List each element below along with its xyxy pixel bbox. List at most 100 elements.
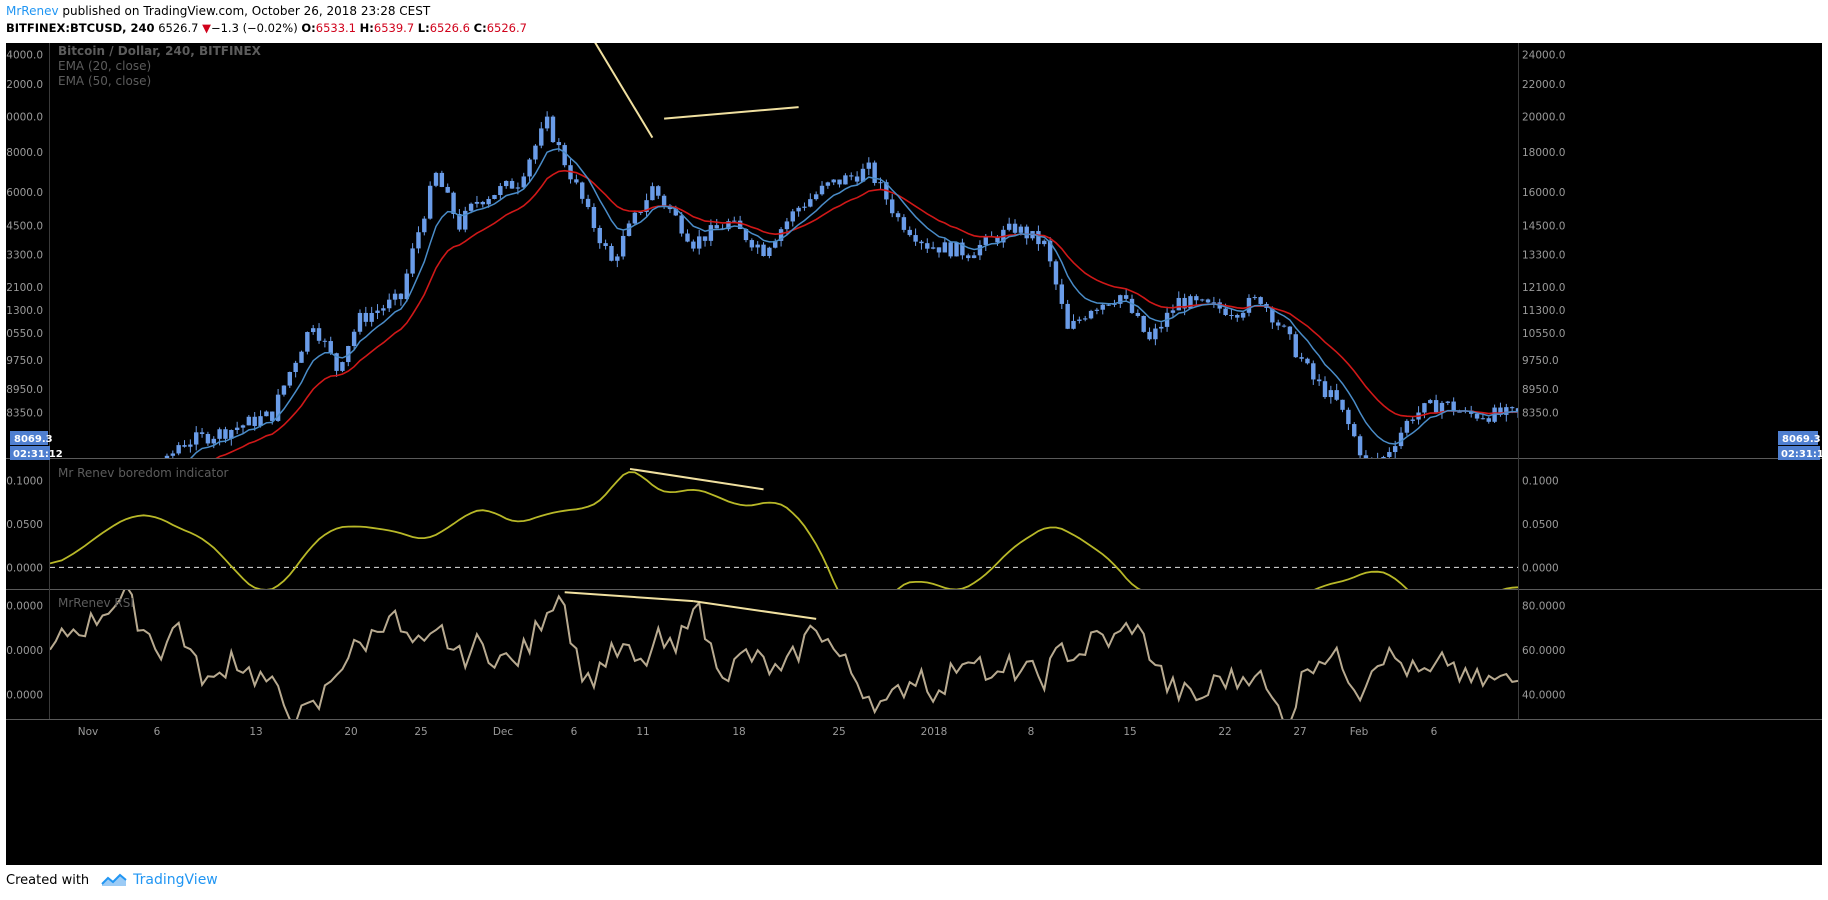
candle-body <box>468 203 474 211</box>
candle-body <box>1141 315 1146 332</box>
candle-body <box>234 427 240 430</box>
candle-body <box>1276 322 1281 326</box>
candle-body <box>1398 432 1404 447</box>
candle-body <box>1012 223 1018 233</box>
candle-body <box>995 237 1000 243</box>
candle-body <box>825 182 831 186</box>
candle-body <box>749 240 755 248</box>
candle-body <box>1474 413 1480 419</box>
low-value: 6526.6 <box>429 21 470 35</box>
candle-body <box>1334 390 1339 400</box>
candle-body <box>205 433 211 444</box>
chart-svg[interactable]: 8350.0 8350.0 8950.0 8950.0 9750.0 9750.0 1055… <box>6 43 1822 865</box>
rsi-tick-label-right: 80.0000 <box>1522 601 1565 613</box>
candle-body <box>299 351 304 363</box>
candle-body <box>252 416 257 426</box>
candle-body <box>632 212 638 224</box>
candle-body <box>550 116 556 143</box>
candle-body <box>351 331 357 347</box>
boredom-tick-label-right: 0.1000 <box>1522 476 1559 488</box>
candle-body <box>773 240 778 248</box>
candle-body <box>463 210 468 230</box>
candle-body <box>1018 226 1024 233</box>
candle-body <box>527 159 532 177</box>
candle-body <box>1159 326 1164 329</box>
candle-body <box>936 247 942 253</box>
price-tick-label-left: 9750.0 <box>6 355 43 367</box>
candle-body <box>1392 446 1398 453</box>
candle-body <box>661 195 667 206</box>
trendline-rsi-2 <box>693 600 817 620</box>
candle-body <box>1316 379 1322 382</box>
x-tick-label: 8 <box>1028 726 1035 738</box>
open-label: O: <box>301 21 316 35</box>
price-tick-label-left: 8950.0 <box>6 384 43 396</box>
candle-body <box>585 198 591 208</box>
candle-body <box>515 187 521 189</box>
candles-layer <box>124 111 1518 513</box>
candle-body <box>1480 418 1486 420</box>
candle-body <box>743 229 749 241</box>
candle-body <box>1445 401 1451 403</box>
countdown-right: 02:31:12 <box>1781 449 1822 460</box>
boredom-line <box>50 471 1518 589</box>
candle-body <box>223 429 228 439</box>
axes-layer: 8350.0 8350.0 8950.0 8950.0 9750.0 9750.0 1055… <box>6 43 1822 720</box>
tradingview-link[interactable]: TradingView <box>133 872 218 888</box>
candle-body <box>124 490 128 494</box>
candle-body <box>1223 308 1228 315</box>
candle-body <box>1059 284 1065 304</box>
candle-body <box>960 242 965 256</box>
candle-body <box>1006 223 1012 230</box>
candle-body <box>767 247 772 257</box>
candle-body <box>1235 314 1240 318</box>
price-tick-label-right: 13300.0 <box>1522 250 1565 262</box>
open-value: 6533.1 <box>315 21 356 35</box>
price-tick-label-left: 22000.0 <box>6 79 43 91</box>
candle-body <box>691 241 696 249</box>
candle-body <box>784 221 790 230</box>
candle-body <box>1422 403 1427 413</box>
rsi-tick-label-left: 60.0000 <box>6 645 43 657</box>
candle-body <box>866 162 872 169</box>
close-value: 6526.7 <box>486 21 527 35</box>
candle-body <box>1381 456 1386 458</box>
low-label: L: <box>417 21 430 35</box>
price-tick-label-left: 11300.0 <box>6 305 43 317</box>
candle-body <box>790 211 795 222</box>
x-tick-label: 20 <box>344 726 357 738</box>
candle-body <box>275 394 281 421</box>
x-tick-label: 25 <box>832 726 845 738</box>
boredom-tick-label-right: 0.0000 <box>1522 562 1559 574</box>
candle-body <box>1246 297 1252 313</box>
candle-body <box>1077 319 1082 321</box>
price-tick-label-right: 10550.0 <box>1522 328 1565 340</box>
rsi-pane <box>50 590 1518 719</box>
candle-body <box>714 225 719 229</box>
candle-body <box>287 371 292 386</box>
candle-body <box>1129 298 1135 313</box>
chart-area[interactable]: 8350.0 8350.0 8950.0 8950.0 9750.0 9750.0 1055… <box>6 43 1822 865</box>
candle-body <box>521 176 526 188</box>
candle-body <box>1199 299 1205 301</box>
countdown-left-bg <box>10 446 50 460</box>
price-tag-right: 8069.3 <box>1782 434 1821 445</box>
candle-body <box>755 244 760 248</box>
price-tick-label-left: 24000.0 <box>6 50 43 62</box>
x-tick-label: Feb <box>1350 726 1369 738</box>
candle-body <box>293 362 298 372</box>
candle-body <box>199 432 205 434</box>
author-link[interactable]: MrRenev <box>6 4 59 18</box>
candle-body <box>375 310 380 313</box>
candle-body <box>732 220 737 222</box>
candle-body <box>136 508 140 513</box>
ema50-line <box>215 169 1518 458</box>
candle-body <box>930 247 936 249</box>
rsi-tick-label-left: 80.0000 <box>6 601 43 613</box>
candle-body <box>574 179 579 183</box>
candle-body <box>849 175 854 177</box>
candle-body <box>246 416 252 426</box>
candle-body <box>1153 328 1158 340</box>
price-tick-label-right: 11300.0 <box>1522 305 1565 317</box>
price-change: −1.3 (−0.02%) <box>210 21 298 35</box>
